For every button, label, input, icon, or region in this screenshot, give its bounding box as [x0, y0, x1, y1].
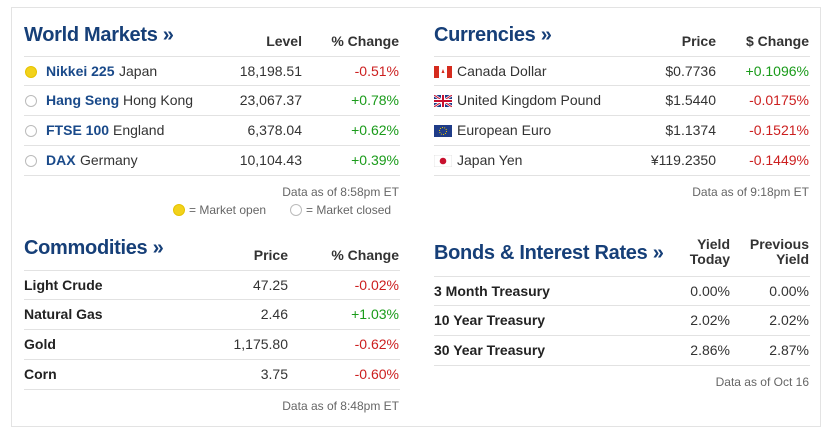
row-name: 10 Year Treasury: [434, 312, 546, 328]
market-status-icon: [24, 93, 38, 109]
value-cell: ¥119.2350: [650, 152, 716, 168]
table-row: 10 Year Treasury 2.02% 2.02%: [434, 306, 810, 336]
market-status-icon: [24, 64, 38, 80]
table-row: Light Crude 47.25 -0.02%: [24, 270, 400, 300]
table-row: Corn 3.75 -0.60%: [24, 360, 400, 390]
market-region: Japan: [119, 63, 158, 79]
row-name: Light Crude: [24, 277, 103, 293]
value-cell: +0.1096%: [745, 63, 809, 79]
row-name: 30 Year Treasury: [434, 342, 546, 358]
value-cell: 0.00%: [769, 283, 809, 299]
row-name[interactable]: Japan Yen: [457, 152, 523, 168]
market-region: Germany: [80, 152, 138, 168]
market-region: Hong Kong: [123, 92, 194, 108]
row-name: Natural Gas: [24, 306, 103, 322]
column-header: Yield Today: [689, 236, 730, 267]
table-row: United Kingdom Pound $1.5440 -0.0175%: [433, 86, 810, 116]
value-cell: 2.46: [260, 306, 288, 322]
column-header: % Change: [331, 247, 399, 263]
column-header: Price: [253, 247, 288, 263]
legend-entry: = Market open: [189, 203, 267, 217]
value-cell: $0.7736: [665, 63, 716, 79]
frame: [11, 7, 821, 427]
section-title[interactable]: Commodities »: [24, 237, 164, 259]
value-cell: -0.0175%: [749, 92, 809, 108]
value-cell: 3.75: [260, 366, 288, 382]
column-header: Price: [681, 33, 716, 49]
table-row: Natural Gas 2.46 +1.03%: [24, 300, 400, 330]
row-name: 3 Month Treasury: [434, 283, 550, 299]
value-cell: -0.02%: [354, 277, 399, 293]
value-cell: 2.87%: [769, 342, 809, 358]
data-note: Data as of 8:58pm ET: [282, 185, 399, 199]
column-header: Previous Yield: [749, 236, 809, 267]
value-cell: 10,104.43: [239, 152, 302, 168]
market-name[interactable]: FTSE 100: [46, 122, 110, 138]
market-name[interactable]: Hang Seng: [46, 92, 120, 108]
value-cell: -0.62%: [354, 336, 399, 352]
value-cell: 2.86%: [690, 342, 730, 358]
value-cell: -0.1521%: [749, 122, 809, 138]
table-row: DAX Germany 10,104.43 +0.39%: [24, 146, 400, 176]
market-region: England: [113, 122, 165, 138]
value-cell: $1.1374: [665, 122, 716, 138]
row-name[interactable]: European Euro: [457, 122, 552, 138]
value-cell: $1.5440: [665, 92, 716, 108]
row-name[interactable]: United Kingdom Pound: [457, 92, 601, 108]
row-name[interactable]: Canada Dollar: [457, 63, 547, 79]
market-status-icon: [24, 123, 38, 139]
value-cell: 2.02%: [769, 312, 809, 328]
section-title[interactable]: World Markets »: [24, 24, 174, 46]
value-cell: +0.39%: [351, 152, 399, 168]
table-row: 3 Month Treasury 0.00% 0.00%: [434, 276, 810, 306]
value-cell: +0.62%: [351, 122, 399, 138]
market-status-icon: [24, 153, 38, 169]
table-row: Nikkei 225 Japan 18,198.51 -0.51%: [24, 56, 400, 86]
value-cell: -0.51%: [354, 63, 399, 79]
table-row: FTSE 100 England 6,378.04 +0.62%: [24, 116, 400, 146]
value-cell: 1,175.80: [233, 336, 289, 352]
value-cell: 18,198.51: [239, 63, 302, 79]
legend: = Market open = Market closed: [172, 203, 402, 219]
value-cell: 6,378.04: [247, 122, 303, 138]
legend-entry: = Market closed: [306, 203, 392, 217]
table-row: Gold 1,175.80 -0.62%: [24, 330, 400, 360]
data-note: Data as of 8:48pm ET: [282, 399, 399, 413]
data-note: Data as of 9:18pm ET: [692, 185, 809, 199]
section-title[interactable]: Currencies »: [434, 24, 552, 46]
flag-icon: [434, 65, 452, 78]
value-cell: 0.00%: [690, 283, 730, 299]
column-header: Level: [266, 33, 302, 49]
flag-icon: [433, 154, 453, 168]
value-cell: 23,067.37: [239, 92, 302, 108]
table-row: Japan Yen ¥119.2350 -0.1449%: [433, 146, 810, 176]
table-row: 30 Year Treasury 2.86% 2.87%: [434, 336, 810, 366]
row-name: Gold: [24, 336, 56, 352]
value-cell: -0.1449%: [749, 152, 809, 168]
value-cell: +0.78%: [351, 92, 399, 108]
table-row: European Euro $1.1374 -0.1521%: [434, 116, 810, 146]
flag-icon: [433, 93, 453, 109]
section-title[interactable]: Bonds & Interest Rates »: [434, 242, 664, 264]
column-header: $ Change: [745, 33, 809, 49]
column-header: % Change: [331, 33, 399, 49]
row-name: Corn: [24, 366, 57, 382]
market-name[interactable]: Nikkei 225: [46, 63, 115, 79]
value-cell: -0.60%: [354, 366, 399, 382]
value-cell: 47.25: [252, 277, 288, 293]
market-name[interactable]: DAX: [46, 152, 76, 168]
table-row: Hang Seng Hong Kong 23,067.37 +0.78%: [24, 86, 400, 116]
table-row: Canada Dollar $0.7736 +0.1096%: [434, 56, 810, 86]
value-cell: +1.03%: [351, 306, 399, 322]
data-note: Data as of Oct 16: [715, 375, 809, 389]
flag-icon: [434, 124, 452, 137]
value-cell: 2.02%: [690, 312, 730, 328]
